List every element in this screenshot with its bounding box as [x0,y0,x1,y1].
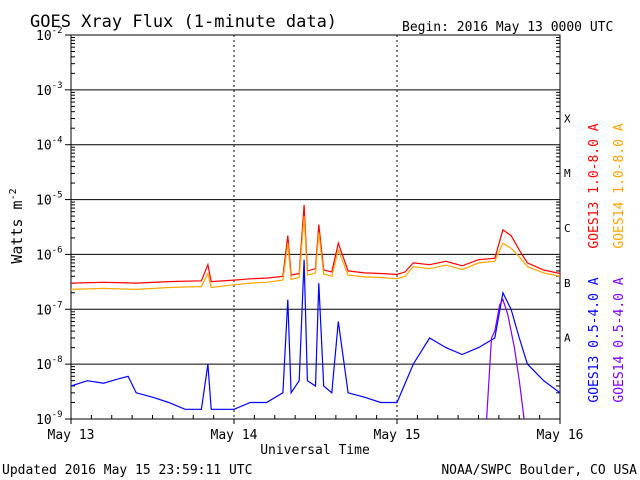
legend-g14_long: GOES14 1.0-8.0 A [612,123,627,248]
x-tick-label: May 16 [537,428,584,443]
legend: GOES13 1.0-8.0 A GOES14 1.0-8.0 A GOES13 0… [587,123,627,402]
y-tick-label: 10-5 [36,191,63,209]
legend-g13_long: GOES13 1.0-8.0 A [587,123,602,248]
chart-title: GOES Xray Flux (1-minute data) [30,12,337,32]
y-tick-label: 10-2 [36,26,63,44]
flare-class-x: X [564,112,571,125]
y-tick-label: 10-6 [36,245,63,263]
plot-frame [70,34,561,420]
x-axis-label: Universal Time [260,443,370,458]
y-axis-label-exp: -2 [8,188,19,200]
series-g14_long [71,216,560,291]
y-tick-label: 10-7 [36,300,63,318]
legend-g13_short: GOES13 0.5-4.0 A [587,277,602,402]
y-axis-label-main: Watts m [8,200,26,263]
flare-class-b: B [564,277,571,290]
series-g13_long [71,204,560,284]
series-g13_short [71,259,560,410]
x-tick-label: May 13 [48,428,95,443]
source-text: NOAA/SWPC Boulder, CO USA [441,463,637,478]
series-lines [71,204,560,419]
grid-lines [71,35,560,419]
updated-text: Updated 2016 May 15 23:59:11 UTC [2,463,252,478]
flare-class-m: M [564,167,571,180]
y-tick-label: 10-8 [36,355,63,373]
y-tick-label: 10-9 [36,410,63,428]
series-g14_short [486,298,525,419]
legend-g14_short: GOES14 0.5-4.0 A [612,277,627,402]
y-axis-ticks: 10-2 10-3 10-4 10-5 10-6 10-7 10-8 10-9 [36,26,560,428]
y-axis-label: Watts m-2 [8,188,26,263]
x-tick-label: May 14 [211,428,258,443]
begin-label: Begin: 2016 May 13 0000 UTC [402,20,613,35]
y-tick-label: 10-4 [36,136,63,154]
flare-class-c: C [564,222,571,235]
x-tick-label: May 15 [374,428,421,443]
flare-class-a: A [564,332,571,345]
x-axis-ticks: May 13 May 14 May 15 May 16 [48,415,584,443]
flare-class-labels: X M C B A [564,112,571,344]
y-tick-label: 10-3 [36,81,63,99]
